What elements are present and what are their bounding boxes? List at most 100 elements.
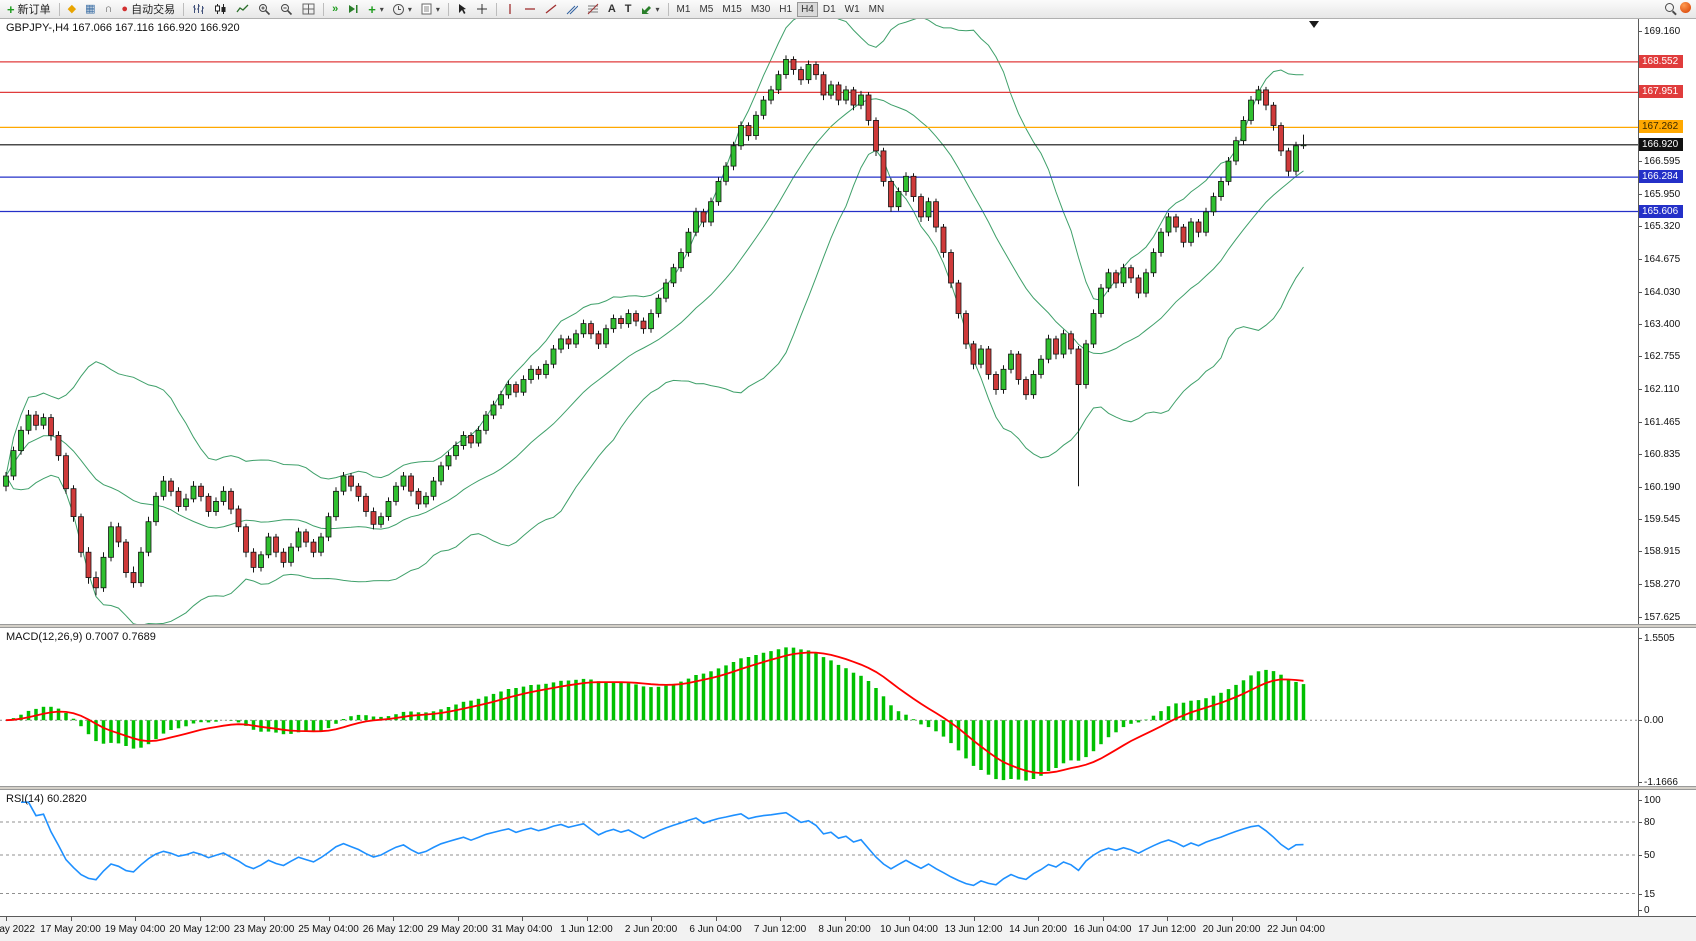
price-line-badge: 166.920 <box>1639 138 1683 151</box>
time-label: 17 Jun 12:00 <box>1138 924 1196 935</box>
macd-chart[interactable] <box>0 628 1638 786</box>
autotrade-button[interactable]: ● 自动交易 <box>117 1 179 18</box>
cursor-button[interactable] <box>453 1 471 18</box>
chart-shift-icon <box>349 5 358 13</box>
fibonacci-icon <box>587 3 599 15</box>
time-label: 22 Jun 04:00 <box>1267 924 1325 935</box>
chevron-down-icon: ▾ <box>407 4 412 14</box>
chart-shift-marker[interactable] <box>1309 21 1319 28</box>
periods-button[interactable]: ▾ <box>389 1 416 18</box>
horizontal-line-button[interactable] <box>520 1 540 18</box>
zoom-in-button[interactable] <box>254 1 275 18</box>
timeframe-group: M1 M5 M15 M30 H1 H4 D1 W1 MN <box>673 1 889 17</box>
time-tick <box>1102 917 1104 921</box>
time-tick <box>6 917 7 921</box>
main-toolbar: + 新订单 ◆ ▦ ∩ ● 自动交易 » + ▾ ▾ ▾ <box>0 0 1696 19</box>
toolbar-separator <box>495 2 497 16</box>
time-label: 20 May 12:00 <box>169 924 230 935</box>
timeframe-h4-button[interactable]: H4 <box>797 1 818 17</box>
macd-scale[interactable]: 1.5505 0.00 -1.1666 <box>1638 628 1696 786</box>
price-chart-panel[interactable]: GBPJPY-,H4 167.066 167.116 166.920 166.9… <box>0 19 1696 624</box>
price-line-badge: 166.284 <box>1639 170 1683 183</box>
rsi-tick: 15 <box>1638 889 1656 900</box>
vertical-line-icon <box>509 4 511 14</box>
chart-shift-button[interactable] <box>343 1 363 18</box>
time-label: 20 Jun 20:00 <box>1202 924 1261 935</box>
autotrade-label: 自动交易 <box>131 4 176 16</box>
autotrade-icon: ● <box>121 2 129 15</box>
time-label: 10 Jun 04:00 <box>880 924 938 935</box>
panel-separator[interactable] <box>0 786 1696 790</box>
rsi-panel[interactable]: RSI(14) 60.2820 100 80 50 15 0 <box>0 790 1696 916</box>
timeframe-w1-button[interactable]: W1 <box>841 2 864 17</box>
time-label: 16 Jun 04:00 <box>1073 924 1132 935</box>
time-label: 23 May 20:00 <box>233 924 295 935</box>
timeframe-d1-button[interactable]: D1 <box>819 2 840 17</box>
arrows-icon <box>641 5 651 14</box>
panel-separator[interactable] <box>0 624 1696 628</box>
time-tick <box>393 917 394 921</box>
notification-icon[interactable] <box>1680 2 1691 13</box>
price-tick: 160.835 <box>1638 449 1681 460</box>
auto-scroll-icon: » <box>332 2 339 15</box>
new-order-icon: + <box>7 1 15 17</box>
line-chart-button[interactable] <box>232 1 253 18</box>
candlestick-chart[interactable] <box>0 19 1638 624</box>
favorites-button[interactable]: ◆ <box>64 1 80 18</box>
market-watch-icon: ▦ <box>85 2 96 15</box>
text-label-button[interactable]: T <box>621 1 636 18</box>
time-tick <box>1231 917 1233 921</box>
rsi-scale[interactable]: 100 80 50 15 0 <box>1638 790 1696 916</box>
arrows-button[interactable]: ▾ <box>637 1 664 18</box>
candlestick-button[interactable] <box>210 1 231 18</box>
price-tick: 162.110 <box>1638 384 1680 395</box>
auto-scroll-button[interactable]: » <box>328 1 342 18</box>
rsi-chart[interactable] <box>0 790 1638 916</box>
timeframe-m5-button[interactable]: M5 <box>695 2 717 17</box>
timeframe-mn-button[interactable]: MN <box>865 2 889 17</box>
time-label: 13 Jun 12:00 <box>944 924 1003 935</box>
text-button[interactable]: A <box>604 1 620 18</box>
timeframe-m1-button[interactable]: M1 <box>673 2 695 17</box>
macd-panel[interactable]: MACD(12,26,9) 0.7007 0.7689 1.5505 0.00 -1… <box>0 628 1696 786</box>
zoom-out-button[interactable] <box>276 1 297 18</box>
price-scale[interactable]: 169.160 166.595 165.950 165.320 164.675 164.0… <box>1638 19 1696 624</box>
toolbar-separator <box>183 2 185 16</box>
new-order-button[interactable]: + 新订单 <box>3 1 55 18</box>
time-tick <box>199 917 201 921</box>
chevron-down-icon: ▾ <box>435 4 440 14</box>
vertical-line-button[interactable] <box>501 1 519 18</box>
price-line-badge: 167.951 <box>1639 85 1683 98</box>
timeframe-m15-button[interactable]: M15 <box>718 2 745 17</box>
rsi-tick: 80 <box>1638 817 1656 828</box>
indicators-button[interactable]: + ▾ <box>364 1 388 18</box>
tile-windows-button[interactable] <box>298 1 319 18</box>
search-icon[interactable] <box>1665 3 1674 12</box>
trendline-button[interactable] <box>541 1 561 18</box>
headset-button[interactable]: ∩ <box>100 1 116 18</box>
crosshair-button[interactable] <box>472 1 492 18</box>
toolbar-separator <box>667 2 669 16</box>
time-tick <box>522 917 523 921</box>
time-tick <box>70 917 72 921</box>
time-label: 17 May 20:00 <box>40 924 101 935</box>
timeframe-h1-button[interactable]: H1 <box>775 2 796 17</box>
zoom-in-icon <box>259 3 271 15</box>
time-label: 19 May 04:00 <box>104 924 166 935</box>
price-tick: 165.950 <box>1638 189 1681 200</box>
templates-button[interactable]: ▾ <box>417 1 444 18</box>
time-tick <box>780 917 781 921</box>
chart-window: GBPJPY-,H4 167.066 167.116 166.920 166.9… <box>0 19 1696 941</box>
price-tick: 163.400 <box>1638 319 1681 330</box>
bar-chart-button[interactable] <box>188 1 209 18</box>
market-watch-button[interactable]: ▦ <box>81 1 99 18</box>
templates-icon <box>421 3 432 15</box>
macd-tick: 0.00 <box>1638 715 1664 726</box>
price-tick: 157.625 <box>1638 612 1681 623</box>
price-tick: 161.465 <box>1638 417 1681 428</box>
channel-button[interactable] <box>562 1 582 18</box>
timeframe-m30-button[interactable]: M30 <box>747 2 774 17</box>
fibonacci-button[interactable] <box>583 1 603 18</box>
price-tick: 158.915 <box>1638 546 1681 557</box>
